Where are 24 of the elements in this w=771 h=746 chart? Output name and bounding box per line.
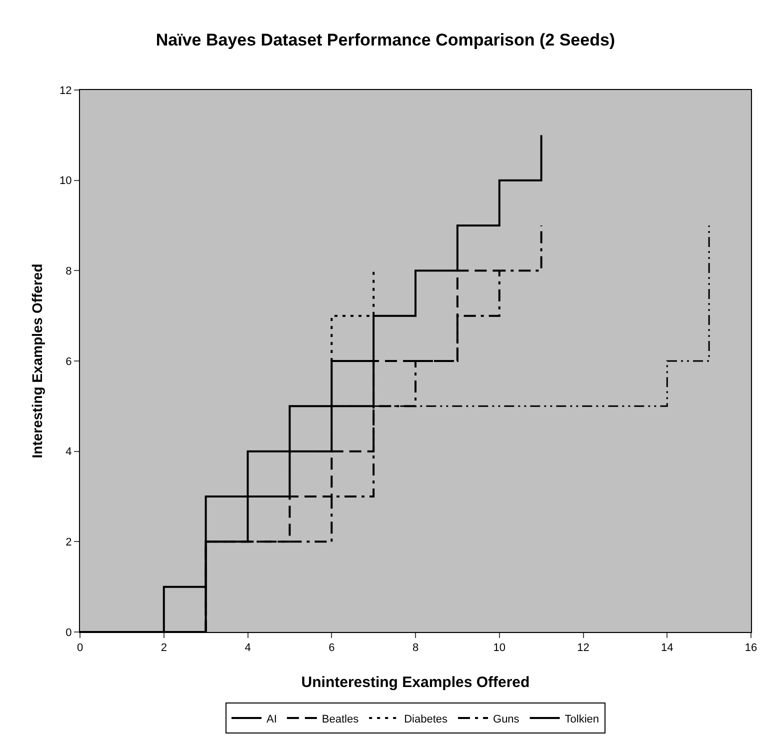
legend-label: AI (266, 713, 277, 726)
y-tick-label: 10 (60, 175, 72, 188)
y-tick-label: 6 (66, 356, 72, 368)
x-tick-label: 2 (160, 642, 167, 654)
legend-label: Beatles (322, 713, 360, 726)
x-axis-title: Uninteresting Examples Offered (301, 674, 530, 691)
legend-label: Guns (493, 713, 520, 726)
x-tick-label: 12 (577, 642, 590, 654)
y-axis-title: Interesting Examples Offered (29, 264, 45, 458)
chart-title: Naïve Bayes Dataset Performance Comparison (2 Seeds) (156, 30, 616, 50)
legend-label: Diabetes (404, 713, 448, 726)
x-tick-label: 10 (493, 642, 506, 654)
x-tick-label: 16 (744, 642, 758, 654)
y-tick-label: 12 (60, 84, 72, 97)
y-tick-label: 0 (66, 626, 72, 639)
y-tick-label: 4 (66, 446, 72, 458)
y-tick-label: 8 (66, 266, 72, 278)
x-tick-label: 4 (244, 642, 251, 654)
x-tick-label: 0 (76, 642, 84, 654)
y-tick-label: 2 (66, 536, 72, 549)
legend-label: Tolkien (564, 713, 600, 726)
x-tick-label: 6 (328, 642, 335, 654)
x-tick-label: 14 (661, 642, 674, 654)
x-tick-label: 8 (412, 642, 419, 654)
